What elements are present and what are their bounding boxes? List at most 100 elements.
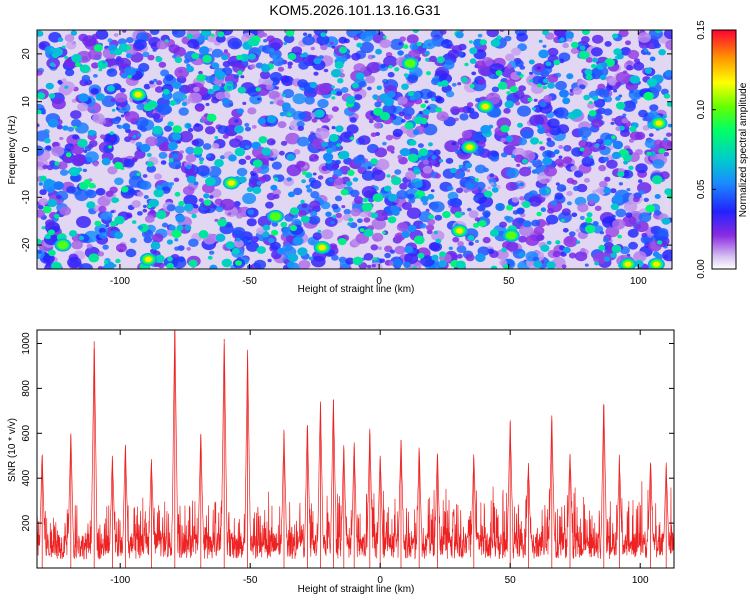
heatmap-cell xyxy=(538,39,543,43)
heatmap-cell xyxy=(447,49,460,59)
heatmap-cell xyxy=(273,177,279,182)
heatmap-cell xyxy=(198,230,209,239)
heatmap-cell xyxy=(438,260,447,268)
heatmap-cell xyxy=(592,221,599,227)
heatmap-cell xyxy=(404,122,414,130)
heatmap-cell xyxy=(137,225,143,230)
heatmap-cell xyxy=(373,95,378,100)
heatmap-cell xyxy=(466,102,474,108)
heatmap-cell xyxy=(505,53,515,62)
heatmap-cell xyxy=(175,214,186,223)
heatmap-cell xyxy=(627,49,640,60)
heatmap-cell xyxy=(306,188,313,193)
heatmap-cell xyxy=(424,100,429,104)
heatmap-cell xyxy=(598,244,606,251)
heatmap-cell xyxy=(370,212,378,219)
heatmap-cell xyxy=(174,66,189,79)
heatmap-cell xyxy=(274,86,279,90)
heatmap-cell xyxy=(581,36,590,43)
heatmap-cell xyxy=(205,75,216,84)
heatmap-cell xyxy=(397,96,408,105)
heatmap-cell xyxy=(350,189,360,198)
heatmap-cell xyxy=(407,153,419,163)
heatmap-cell xyxy=(610,252,617,258)
heatmap-cell xyxy=(169,225,176,231)
heatmap-cell xyxy=(244,122,250,127)
heatmap-cell xyxy=(417,143,424,149)
heatmap-cell xyxy=(499,259,508,266)
heatmap-cell xyxy=(269,71,283,82)
heatmap-cell xyxy=(588,199,595,205)
heatmap-cell xyxy=(537,127,546,134)
heatmap-cell xyxy=(333,177,344,186)
heatmap-cell xyxy=(615,208,627,218)
heatmap-cell xyxy=(533,98,538,102)
heatmap-cell xyxy=(303,165,308,169)
heatmap-cell xyxy=(37,209,46,218)
heatmap-cell xyxy=(387,90,396,98)
heatmap-cell xyxy=(145,136,158,147)
heatmap-cell xyxy=(599,144,606,150)
heatmap-cell xyxy=(553,59,561,66)
heatmap-cell xyxy=(114,161,123,170)
heatmap-peak xyxy=(313,241,331,254)
heatmap-cell xyxy=(225,241,236,250)
heatmap-cell xyxy=(56,124,63,130)
heatmap-cell xyxy=(431,155,437,160)
heatmap-cell xyxy=(126,69,135,77)
heatmap-cell xyxy=(501,247,507,253)
heatmap-cell xyxy=(240,75,245,79)
heatmap-cell xyxy=(567,33,574,39)
heatmap-cell xyxy=(519,182,524,187)
heatmap-cell xyxy=(167,142,178,151)
heatmap-cell xyxy=(166,262,174,269)
heatmap-cell xyxy=(566,191,573,196)
heatmap-cell xyxy=(426,224,435,231)
heatmap-cell xyxy=(174,205,185,214)
heatmap-cell xyxy=(603,187,611,194)
heatmap-cell xyxy=(571,108,583,118)
heatmap-cell xyxy=(173,30,178,35)
heatmap-cell xyxy=(489,173,495,178)
heatmap-cell xyxy=(583,94,591,101)
heatmap-y-tick-label: 20 xyxy=(21,48,32,60)
heatmap-cell xyxy=(271,229,279,236)
heatmap-cell xyxy=(219,155,226,160)
heatmap-cell xyxy=(94,220,102,227)
heatmap-cell xyxy=(78,93,89,102)
heatmap-cell xyxy=(505,135,514,143)
heatmap-cell xyxy=(435,238,442,244)
heatmap-cell xyxy=(221,97,230,104)
heatmap-cell xyxy=(611,214,616,219)
heatmap-cell xyxy=(239,53,249,62)
heatmap-cell xyxy=(116,57,132,69)
heatmap-cell xyxy=(603,256,611,262)
heatmap-cell xyxy=(442,211,451,219)
snr-y-tick-label: 400 xyxy=(21,469,32,486)
heatmap-cell xyxy=(555,80,567,91)
heatmap-cell xyxy=(450,106,461,115)
heatmap-cell xyxy=(105,190,114,197)
heatmap-cell xyxy=(581,156,595,167)
heatmap-cell xyxy=(297,79,308,88)
heatmap-cell xyxy=(516,218,524,224)
heatmap-cell xyxy=(45,82,54,90)
heatmap-cell xyxy=(153,188,165,198)
heatmap-cell xyxy=(258,136,268,144)
heatmap-cell xyxy=(267,258,272,263)
heatmap-cell xyxy=(255,62,264,69)
heatmap-cell xyxy=(390,38,404,51)
heatmap-cell xyxy=(196,73,206,82)
heatmap-cell xyxy=(210,33,215,38)
heatmap-cell xyxy=(510,47,522,56)
heatmap-cell xyxy=(387,216,397,224)
heatmap-cell xyxy=(398,111,405,117)
heatmap-cell xyxy=(265,201,274,209)
heatmap-cell xyxy=(247,53,256,60)
heatmap-cell xyxy=(663,30,672,40)
heatmap-peak xyxy=(54,238,72,252)
heatmap-cell xyxy=(406,34,419,44)
heatmap-cell xyxy=(584,68,593,76)
heatmap-cell xyxy=(215,206,224,213)
heatmap-cell xyxy=(262,231,270,238)
